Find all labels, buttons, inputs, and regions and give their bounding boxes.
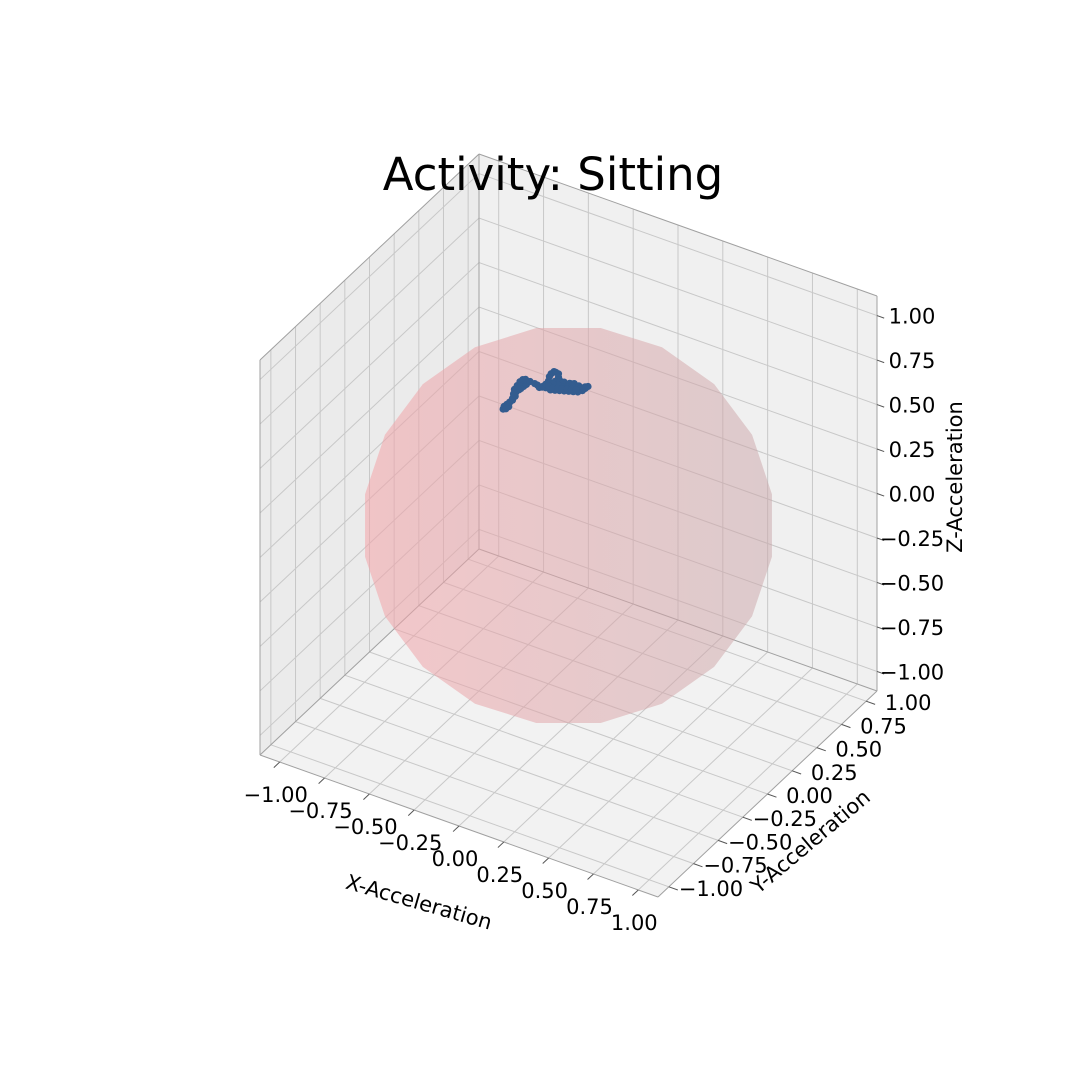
x-tick-label: 0.00 <box>432 847 479 871</box>
data-point <box>572 386 580 394</box>
x-tick-label: −0.50 <box>333 815 397 839</box>
x-tick-label: 0.75 <box>566 895 613 919</box>
x-tick-mark <box>542 857 549 864</box>
grid-line <box>548 651 768 859</box>
y-tick-label: 0.00 <box>786 784 833 808</box>
reference-sphere <box>365 327 772 724</box>
x-tick-label: −1.00 <box>244 783 308 807</box>
z-tick-label: 0.00 <box>889 483 936 507</box>
x-tick-label: 0.50 <box>521 879 568 903</box>
x-tick-mark <box>318 777 325 784</box>
z-axis-label: Z-Acceleration <box>943 401 967 553</box>
tick-labels: −1.00−1.00−1.00−0.75−0.75−0.75−0.50−0.50… <box>244 305 945 935</box>
z-tick-label: 0.50 <box>889 394 936 418</box>
y-tick-mark <box>791 770 802 775</box>
y-tick-mark <box>865 700 876 705</box>
y-tick-mark <box>668 886 678 891</box>
z-tick-label: 0.75 <box>889 349 936 373</box>
z-tick-mark <box>876 404 885 408</box>
x-tick-mark <box>407 809 415 816</box>
y-tick-mark <box>742 816 752 821</box>
chart-title: Activity: Sitting <box>383 148 723 201</box>
y-tick-label: 0.25 <box>811 761 858 785</box>
sphere-surface <box>365 327 772 724</box>
z-tick-mark <box>876 315 885 319</box>
x-tick-mark <box>273 761 281 768</box>
y-tick-label: 0.50 <box>835 738 882 762</box>
x-tick-label: 1.00 <box>611 911 658 935</box>
z-tick-mark <box>876 493 885 497</box>
x-tick-mark <box>452 825 460 832</box>
pane-edge <box>259 153 480 361</box>
z-tick-label: 0.25 <box>889 438 936 462</box>
y-tick-mark <box>718 839 728 845</box>
x-tick-label: −0.25 <box>378 831 442 855</box>
pane-edge <box>478 153 878 297</box>
y-tick-mark <box>841 723 851 729</box>
y-tick-mark <box>816 747 826 752</box>
z-tick-mark <box>876 359 885 364</box>
y-tick-label: −0.50 <box>728 830 792 854</box>
x-tick-mark <box>587 873 594 880</box>
x-tick-label: −0.75 <box>288 799 352 823</box>
z-tick-label: −0.75 <box>880 616 944 640</box>
x-tick-mark <box>632 889 639 896</box>
y-tick-mark <box>767 793 777 798</box>
y-tick-label: −0.25 <box>753 807 817 831</box>
y-tick-label: −1.00 <box>679 877 743 901</box>
x-tick-label: 0.25 <box>476 863 523 887</box>
data-points <box>499 368 592 413</box>
y-tick-label: −0.75 <box>703 854 767 878</box>
x-axis-label: X-Acceleration <box>343 870 495 935</box>
y-tick-mark <box>693 863 703 868</box>
z-tick-mark <box>876 448 885 453</box>
z-tick-mark <box>876 537 885 542</box>
z-tick-label: −0.50 <box>880 572 944 596</box>
z-tick-label: −1.00 <box>880 660 944 684</box>
z-tick-label: −0.25 <box>880 527 944 551</box>
x-tick-mark <box>497 841 505 848</box>
z-tick-mark <box>876 670 885 675</box>
y-tick-label: 0.75 <box>860 714 907 738</box>
z-tick-mark <box>876 581 885 586</box>
z-tick-label: 1.00 <box>889 305 936 329</box>
y-tick-label: 1.00 <box>885 691 932 715</box>
grid-line <box>637 683 858 891</box>
grid-line <box>593 667 813 875</box>
z-tick-mark <box>876 626 885 630</box>
x-tick-mark <box>363 793 370 800</box>
